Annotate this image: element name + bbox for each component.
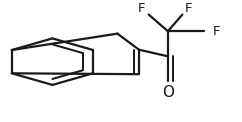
Text: F: F <box>185 2 192 15</box>
Text: F: F <box>212 25 220 38</box>
Text: F: F <box>138 2 146 15</box>
Text: O: O <box>162 85 174 100</box>
